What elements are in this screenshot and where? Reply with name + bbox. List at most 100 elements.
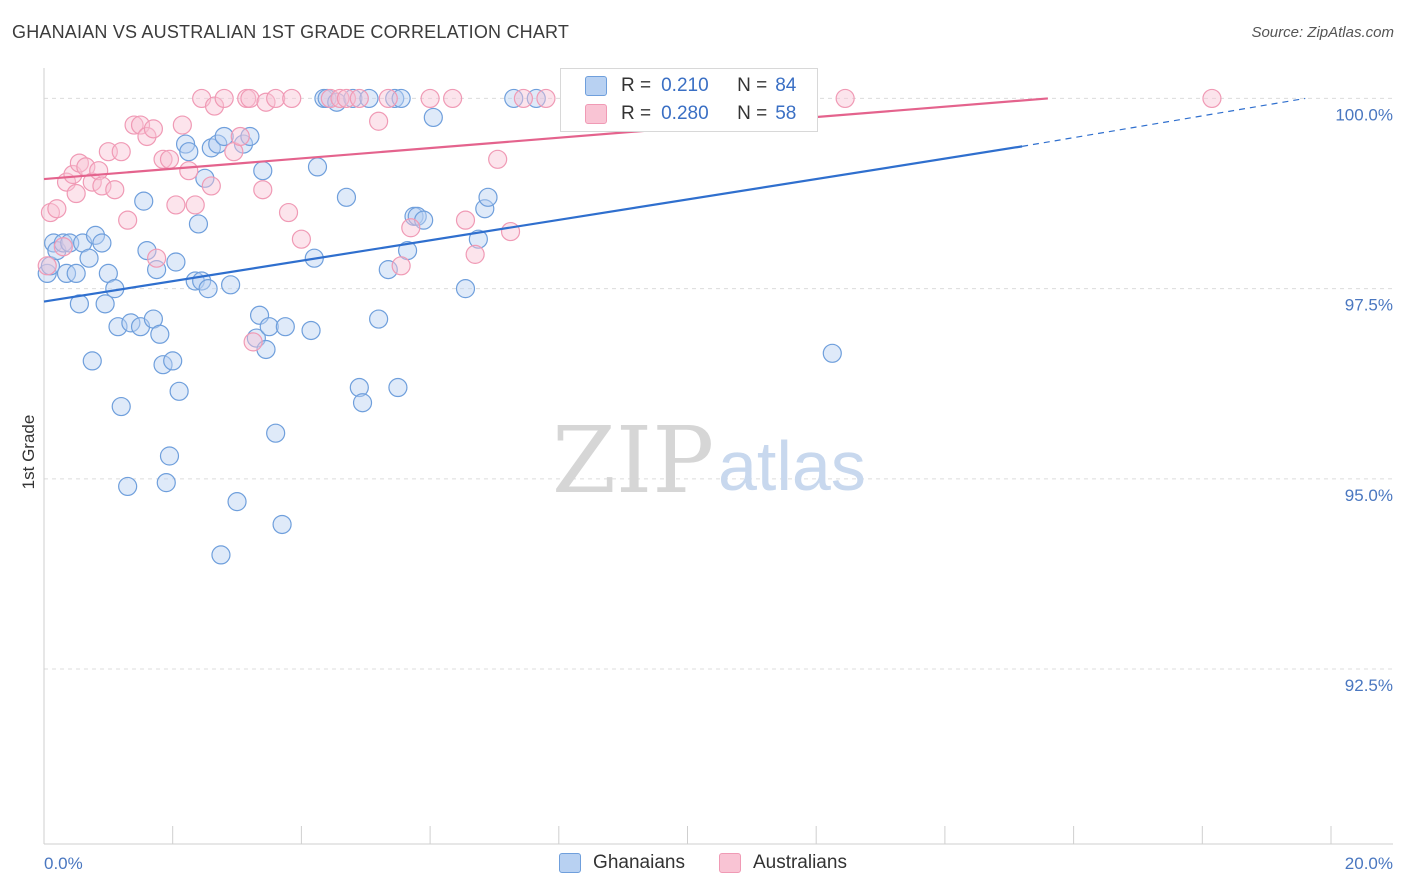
ghanaian-point xyxy=(211,545,231,565)
australian-point xyxy=(137,126,157,147)
r-value: 0.280 xyxy=(661,103,709,124)
n-value: 58 xyxy=(775,103,797,124)
ghanaian-point xyxy=(150,324,170,344)
x-tick-label-max: 20.0% xyxy=(1345,854,1393,873)
australian-point xyxy=(179,161,199,181)
ghanaians-trend-extension xyxy=(1022,97,1306,147)
australian-point xyxy=(378,88,398,109)
trend-lines xyxy=(43,97,1306,303)
ghanaian-point xyxy=(369,309,389,329)
ghanaian-point xyxy=(275,317,295,337)
ghanaian-point xyxy=(259,317,279,337)
australian-point xyxy=(243,332,263,352)
australian-point xyxy=(320,88,340,109)
australian-point xyxy=(330,88,350,109)
australian-point xyxy=(147,248,167,268)
australian-point xyxy=(111,142,131,162)
australian-point xyxy=(143,119,163,139)
australian-point xyxy=(256,92,276,112)
ghanaian-point xyxy=(240,126,260,147)
australian-point xyxy=(105,180,125,200)
ghanaian-point xyxy=(134,191,154,211)
axes xyxy=(43,68,1393,845)
ghanaian-point xyxy=(79,248,99,268)
australian-point xyxy=(240,88,260,109)
ghanaian-point xyxy=(108,317,128,337)
ghanaian-point xyxy=(253,161,273,181)
australian-point xyxy=(230,126,250,147)
ghanaian-point xyxy=(378,260,398,280)
australian-point xyxy=(37,256,57,276)
r-label: R = xyxy=(621,103,652,124)
australian-point xyxy=(118,210,138,230)
australian-point xyxy=(835,88,855,109)
australian-point xyxy=(1202,88,1222,109)
y-tick-label: 95.0% xyxy=(1345,486,1393,505)
australians-trend-line xyxy=(43,97,1048,181)
australian-point xyxy=(253,180,273,200)
r-label: R = xyxy=(621,75,652,96)
ghanaian-point xyxy=(66,263,86,284)
australian-point xyxy=(513,88,534,109)
ghanaian-point xyxy=(266,423,286,443)
ghanaian-point xyxy=(153,355,173,375)
grid-lines xyxy=(44,97,1393,670)
australian-point xyxy=(172,115,192,135)
source-label: Source: ZipAtlas.com xyxy=(1251,24,1394,41)
ghanaian-point xyxy=(156,473,176,493)
australian-point xyxy=(266,88,286,109)
legend-label-australians: Australians xyxy=(752,852,847,873)
y-tick-labels: 92.5% 95.0% 97.5% 100.0% xyxy=(1335,105,1393,695)
ghanaian-point xyxy=(163,351,183,371)
watermark-atlas: atlas xyxy=(718,427,866,505)
y-tick-label: 100.0% xyxy=(1335,105,1393,124)
ghanaian-point xyxy=(56,263,77,284)
ghanaian-point xyxy=(468,229,488,249)
australian-point xyxy=(401,218,421,238)
legend-item-australians[interactable]: Australians xyxy=(718,852,847,874)
ghanaians-trend-line xyxy=(43,145,1023,303)
watermark-zip: ZIP xyxy=(552,407,714,514)
x-tick-label-min: 0.0% xyxy=(44,854,83,873)
legend-label-ghanaians: Ghanaians xyxy=(593,852,685,873)
r-value: 0.210 xyxy=(661,75,709,96)
legend-row-ghanaians: R = 0.210 N = 84 xyxy=(585,72,796,100)
australian-point xyxy=(66,183,86,204)
legend-row-australians: R = 0.280 N = 58 xyxy=(585,100,796,128)
y-tick-label: 92.5% xyxy=(1345,676,1393,695)
australian-point xyxy=(465,244,485,264)
ghanaian-point xyxy=(195,168,215,188)
australian-point xyxy=(369,111,389,131)
australian-point xyxy=(185,195,205,215)
australian-point xyxy=(166,195,186,215)
ghanaian-point xyxy=(118,476,138,497)
australian-point xyxy=(282,88,302,109)
australian-point xyxy=(159,149,180,169)
ghanaian-point xyxy=(227,492,247,512)
ghanaian-point xyxy=(166,252,186,272)
ghanaian-point xyxy=(504,88,524,109)
ghanaian-point xyxy=(214,126,234,147)
ghanaian-point xyxy=(85,225,106,245)
ghanaian-point xyxy=(822,343,842,363)
ghanaian-point xyxy=(188,214,209,234)
ghanaian-point xyxy=(137,240,157,261)
ghanaian-point xyxy=(336,187,357,207)
australian-point xyxy=(53,237,73,257)
australian-point xyxy=(201,176,221,196)
ghanaians-swatch xyxy=(585,76,607,96)
ghanaians-legend-swatch xyxy=(559,853,582,873)
ghanaian-point xyxy=(307,157,328,177)
n-label: N = xyxy=(737,103,768,124)
chart-title: GHANAIAN VS AUSTRALIAN 1ST GRADE CORRELA… xyxy=(12,22,570,42)
ghanaian-point xyxy=(111,396,131,417)
ghanaian-point xyxy=(478,187,498,207)
australian-point xyxy=(488,149,508,169)
n-label: N = xyxy=(737,75,768,96)
ghanaian-point xyxy=(385,88,405,109)
legend-item-ghanaians[interactable]: Ghanaians xyxy=(559,852,685,874)
australians-swatch xyxy=(585,104,607,124)
australian-point xyxy=(349,88,369,109)
australian-point xyxy=(443,88,463,109)
